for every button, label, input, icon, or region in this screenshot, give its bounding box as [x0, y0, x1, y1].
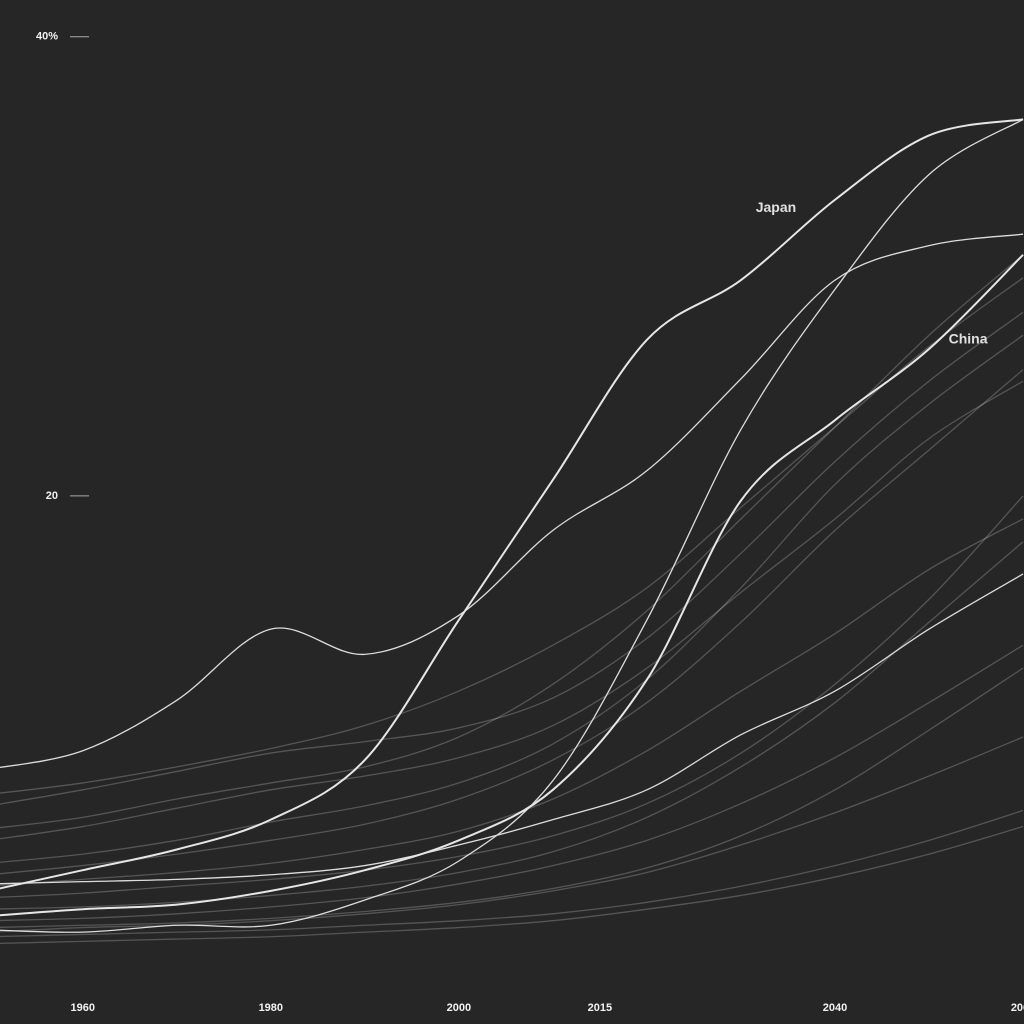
x-tick-label: 2015 — [588, 1002, 612, 1014]
series-line — [0, 825, 1024, 945]
x-tick-label: 1960 — [71, 1002, 95, 1014]
series-line — [0, 254, 1024, 917]
series-line — [0, 809, 1024, 938]
labels: 40% 20 1960 1980 2000 2015 2040 2060 China Japan — [36, 31, 1024, 1014]
lines — [0, 118, 1024, 945]
x-tick-label: 2000 — [447, 1002, 471, 1014]
series-line — [0, 118, 1024, 933]
x-tick-label: 2040 — [823, 1002, 847, 1014]
series-label: Japan — [756, 199, 796, 215]
series-line — [0, 311, 1024, 805]
y-tick-label: 40% — [36, 31, 58, 43]
series-line — [0, 334, 1024, 863]
series-line — [0, 667, 1024, 928]
x-tick-label: 2060 — [1011, 1002, 1024, 1014]
x-tick-label: 1980 — [259, 1002, 283, 1014]
series-line — [0, 518, 1024, 887]
series-line — [0, 644, 1024, 922]
series-line — [0, 541, 1024, 910]
y-tick-label: 20 — [46, 490, 58, 502]
series-line — [0, 233, 1024, 769]
series-line — [0, 380, 1024, 840]
series-line — [0, 118, 1024, 890]
series-line — [0, 369, 1024, 875]
series-line — [0, 277, 1024, 794]
series-label: China — [949, 331, 988, 347]
series-line — [0, 495, 1024, 898]
series-line — [0, 573, 1024, 885]
